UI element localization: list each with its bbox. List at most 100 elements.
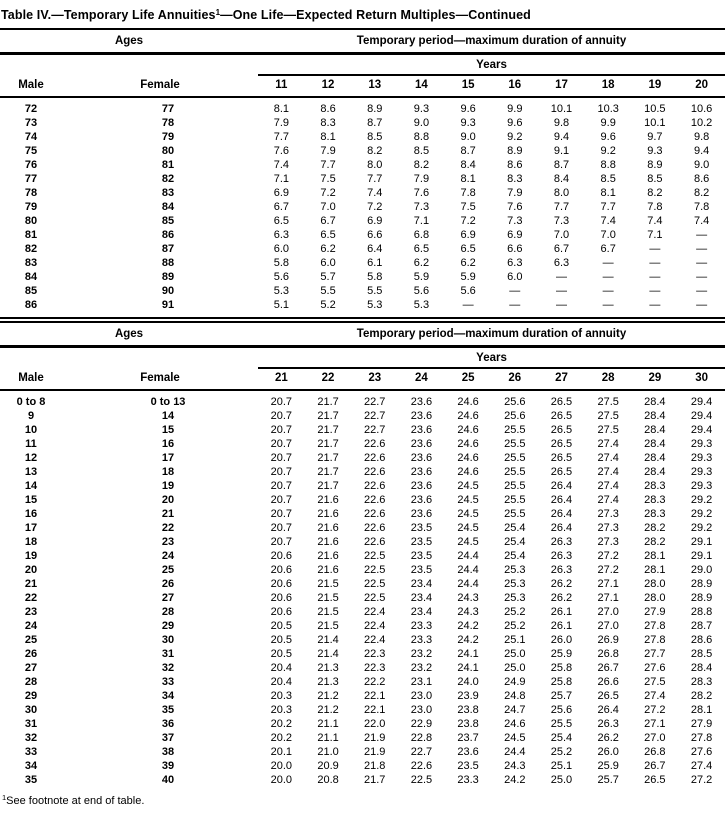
multiple-value-cell: 7.1 [647,229,663,241]
multiple-value-cell: 24.6 [504,718,526,730]
female-age-cell: 20 [161,494,175,506]
multiple-value-cell: 6.2 [413,257,430,269]
multiple-value-cell: 27.4 [597,480,619,492]
male-age-cell: 20 [24,564,38,576]
table-row: 13 18 20.7 21.7 22.6 23.6 24.6 25.5 26.5 27.4 28.4… [0,465,725,479]
male-age-cell: 29 [24,690,38,702]
multiple-value-cell: 26.7 [597,662,619,674]
multiple-value-cell: 5.9 [413,271,430,283]
multiple-value-cell: 23.6 [410,452,433,464]
female-age-cell: 23 [161,536,175,548]
multiple-value-cell: 6.3 [273,229,289,241]
multiple-value-cell: 21.7 [317,480,339,492]
multiple-value-cell: 7.9 [320,145,336,157]
multiple-value-cell: — [649,243,661,255]
multiple-value-cell: 29.3 [690,438,713,450]
multiple-value-cell: 9.2 [507,131,523,143]
multiple-value-cell: 25.5 [504,438,526,450]
multiple-value-cell: 24.6 [457,424,479,436]
multiple-value-cell: 26.2 [550,592,573,604]
multiple-value-cell: 24.5 [457,522,479,534]
multiple-value-cell: 23.0 [410,690,433,702]
multiple-value-cell: 28.3 [644,508,666,520]
multiple-value-cell: 27.4 [597,466,619,478]
multiple-value-cell: 20.0 [270,774,293,786]
multiple-value-cell: 21.7 [317,452,339,464]
temporary-period-header: Temporary period—maximum duration of ann… [258,28,725,55]
multiple-value-cell: 23.7 [457,732,479,744]
multiple-value-cell: 20.8 [317,774,339,786]
multiple-value-cell: 7.6 [273,145,289,157]
footnote-text: See footnote at end of table. [6,795,145,807]
table-row: 84 89 5.6 5.7 5.8 5.9 5.9 6.0 — — — — [0,270,725,284]
multiple-value-cell: 27.4 [644,690,666,702]
multiple-value-cell: 23.6 [410,424,433,436]
male-age-cell: 21 [24,578,38,590]
multiple-value-cell: 8.8 [600,159,616,171]
multiple-value-cell: 21.7 [317,438,339,450]
multiple-value-cell: 7.4 [600,215,616,227]
multiple-value-cell: 6.5 [413,243,430,255]
multiple-value-cell: 8.1 [273,103,289,115]
table-row: 72 77 8.1 8.6 8.9 9.3 9.6 9.9 10.1 10.3 10.5 10.6 [0,97,725,116]
table-row: 30 35 20.3 21.2 22.1 23.0 23.8 24.7 25.6 26.4 27.2… [0,703,725,717]
male-age-cell: 78 [24,187,38,199]
multiple-value-cell: 9.7 [647,131,663,143]
year-column-header: 27 [538,368,585,391]
multiple-value-cell: 6.9 [273,187,289,199]
multiple-value-cell: — [509,299,521,311]
year-column-header: 29 [631,368,679,391]
female-age-cell: 87 [161,243,175,255]
temporary-period-header: Temporary period—maximum duration of ann… [258,323,725,348]
multiple-value-cell: 25.6 [504,410,526,422]
multiple-value-cell: 23.3 [457,774,479,786]
male-age-cell: 19 [24,550,38,562]
multiple-value-cell: 7.7 [600,201,616,213]
page-title: Table IV.—Temporary Life Annuities1—One … [0,0,725,28]
multiple-value-cell: 21.2 [317,690,339,702]
multiple-value-cell: 25.6 [550,704,573,716]
multiple-value-cell: 21.6 [317,508,339,520]
multiple-value-cell: 25.8 [550,662,573,674]
male-age-cell: 72 [24,103,38,115]
multiple-value-cell: 27.6 [690,746,713,758]
multiple-value-cell: 25.4 [504,550,526,562]
multiple-value-cell: 21.7 [364,774,386,786]
multiple-value-cell: 7.4 [367,187,383,199]
male-age-cell: 32 [24,732,38,744]
multiple-value-cell: 24.8 [504,690,526,702]
multiple-value-cell: 29.0 [690,564,713,576]
multiple-value-cell: 9.3 [413,103,430,115]
multiple-value-cell: 28.1 [690,704,713,716]
multiple-value-cell: 7.3 [413,201,430,213]
multiple-value-cell: 24.2 [504,774,526,786]
multiple-value-cell: 25.0 [550,774,573,786]
multiple-value-cell: 25.5 [504,508,526,520]
multiple-value-cell: 21.6 [317,522,339,534]
multiple-value-cell: 20.7 [270,508,293,520]
multiple-value-cell: 23.0 [410,704,433,716]
multiple-value-cell: 23.4 [410,606,433,618]
multiple-value-cell: 5.8 [273,257,289,269]
multiple-value-cell: 27.3 [597,536,619,548]
year-column-header: 16 [491,75,539,98]
multiple-value-cell: 28.3 [644,480,666,492]
multiple-value-cell: 21.3 [317,662,339,674]
multiple-value-cell: 26.5 [550,438,573,450]
multiple-value-cell: 5.5 [367,285,383,297]
multiple-value-cell: 25.3 [504,592,526,604]
multiple-value-cell: 28.3 [690,676,713,688]
male-age-cell: 10 [24,424,38,436]
multiple-value-cell: 24.4 [457,578,479,590]
female-age-cell: 35 [161,704,175,716]
multiple-value-cell: 27.4 [690,760,713,772]
multiple-value-cell: 26.8 [644,746,666,758]
multiple-value-cell: 8.1 [600,187,616,199]
male-age-cell: 0 to 8 [16,396,46,408]
year-column-header: 11 [258,75,305,98]
multiple-value-cell: 25.9 [550,648,573,660]
group-header-row: Ages Temporary period—maximum duration o… [0,323,725,348]
multiple-value-cell: 25.2 [504,606,526,618]
multiple-value-cell: 26.8 [597,648,619,660]
multiple-value-cell: 23.5 [410,564,433,576]
